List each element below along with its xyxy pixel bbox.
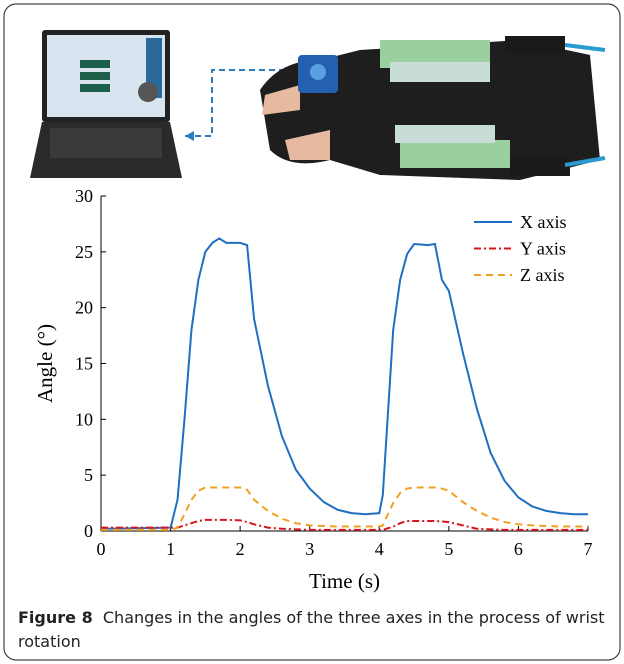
photo-laptop — [30, 30, 182, 178]
legend-label: X axis — [520, 212, 567, 232]
y-tick-label: 0 — [84, 521, 93, 541]
series-line — [101, 238, 588, 528]
x-tick-label: 5 — [444, 539, 453, 559]
y-tick-label: 15 — [75, 354, 93, 374]
y-tick-label: 10 — [75, 409, 93, 429]
figure: 0 5 10 15 20 25 30 0 1 2 3 4 5 6 7 Time (s) Angle (°) X a… — [0, 0, 624, 664]
y-tick-label: 20 — [75, 298, 93, 318]
x-tick-label: 4 — [375, 539, 384, 559]
x-axis-label: Time (s) — [309, 569, 380, 593]
photo-glove — [260, 36, 605, 180]
x-tick-label: 7 — [584, 539, 593, 559]
x-tick-label: 3 — [305, 539, 314, 559]
caption-text: Changes in the angles of the three axes … — [18, 608, 605, 651]
x-tick-label: 0 — [97, 539, 106, 559]
x-tick-label: 2 — [236, 539, 245, 559]
y-tick-label: 30 — [75, 186, 93, 206]
caption: Figure 8 Changes in the angles of the th… — [18, 606, 608, 654]
legend-label: Z axis — [520, 265, 565, 285]
legend-label: Y axis — [520, 239, 566, 259]
page: 0 5 10 15 20 25 30 0 1 2 3 4 5 6 7 Time (s) Angle (°) X a… — [0, 0, 624, 664]
caption-label: Figure 8 — [18, 608, 93, 627]
y-axis-label: Angle (°) — [33, 324, 57, 403]
y-tick-label: 25 — [75, 242, 93, 262]
x-tick-label: 6 — [514, 539, 523, 559]
y-tick-label: 5 — [84, 465, 93, 485]
x-tick-label: 1 — [166, 539, 175, 559]
